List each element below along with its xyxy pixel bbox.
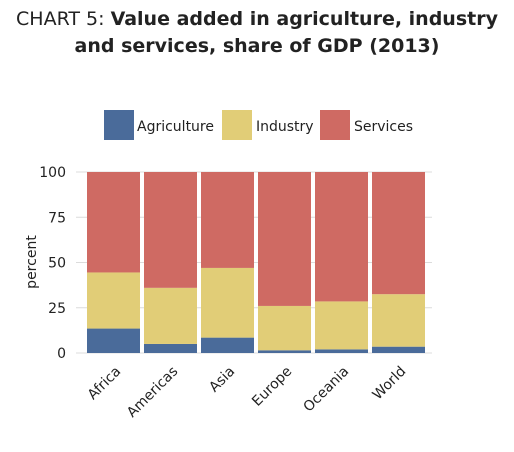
chart-title-line1: Value added in agriculture, industry	[110, 8, 498, 30]
x-tick-label: Asia	[206, 364, 238, 396]
bar-segment-services	[144, 172, 197, 288]
y-axis-label: percent	[24, 235, 40, 289]
bar-segment-services	[315, 172, 368, 302]
bar-segment-industry	[258, 305, 311, 351]
legend-swatch-services	[320, 110, 350, 140]
bar-segment-services	[87, 172, 140, 273]
x-axis: Africa Americas Asia Europe Oceania World	[85, 364, 410, 421]
legend-label-industry: Industry	[256, 119, 314, 135]
x-tick-label: Europe	[249, 364, 295, 410]
legend-label-services: Services	[354, 119, 413, 135]
bar-segment-services	[258, 172, 311, 306]
bar-segment-services	[201, 172, 254, 268]
x-tick-label: Africa	[85, 364, 125, 404]
y-tick-label: 75	[48, 210, 66, 226]
bar-segment-industry	[372, 294, 425, 347]
y-tick-label: 25	[48, 301, 66, 317]
x-tick-label: Oceania	[301, 364, 353, 416]
y-tick-label: 0	[57, 346, 66, 362]
bar-segment-services	[372, 172, 425, 295]
bar-segment-agriculture	[144, 343, 197, 353]
chart-title-line2: and services, share of GDP (2013)	[74, 35, 440, 57]
bar-segment-agriculture	[87, 328, 140, 353]
legend-swatch-industry	[222, 110, 252, 140]
bar-segment-industry	[87, 272, 140, 329]
chart-title-prefix: CHART 5:	[16, 8, 111, 30]
bar-segment-industry	[315, 301, 368, 350]
legend-label-agriculture: Agriculture	[137, 119, 214, 135]
bar-segment-agriculture	[258, 350, 311, 353]
x-tick-label: World	[370, 364, 410, 404]
y-axis: 0 25 50 75 100	[39, 165, 66, 362]
bar-segment-industry	[201, 267, 254, 338]
bar-segment-agriculture	[201, 337, 254, 353]
bar-segment-agriculture	[315, 349, 368, 353]
bar-segment-industry	[144, 287, 197, 344]
y-tick-label: 100	[39, 165, 66, 181]
chart-title: CHART 5: Value added in agriculture, ind…	[0, 6, 514, 60]
x-tick-label: Americas	[124, 364, 181, 421]
y-tick-label: 50	[48, 256, 66, 272]
legend-swatch-agriculture	[104, 110, 134, 140]
bars	[87, 172, 425, 353]
legend: Agriculture Industry Services	[104, 110, 413, 140]
bar-segment-agriculture	[372, 346, 425, 353]
